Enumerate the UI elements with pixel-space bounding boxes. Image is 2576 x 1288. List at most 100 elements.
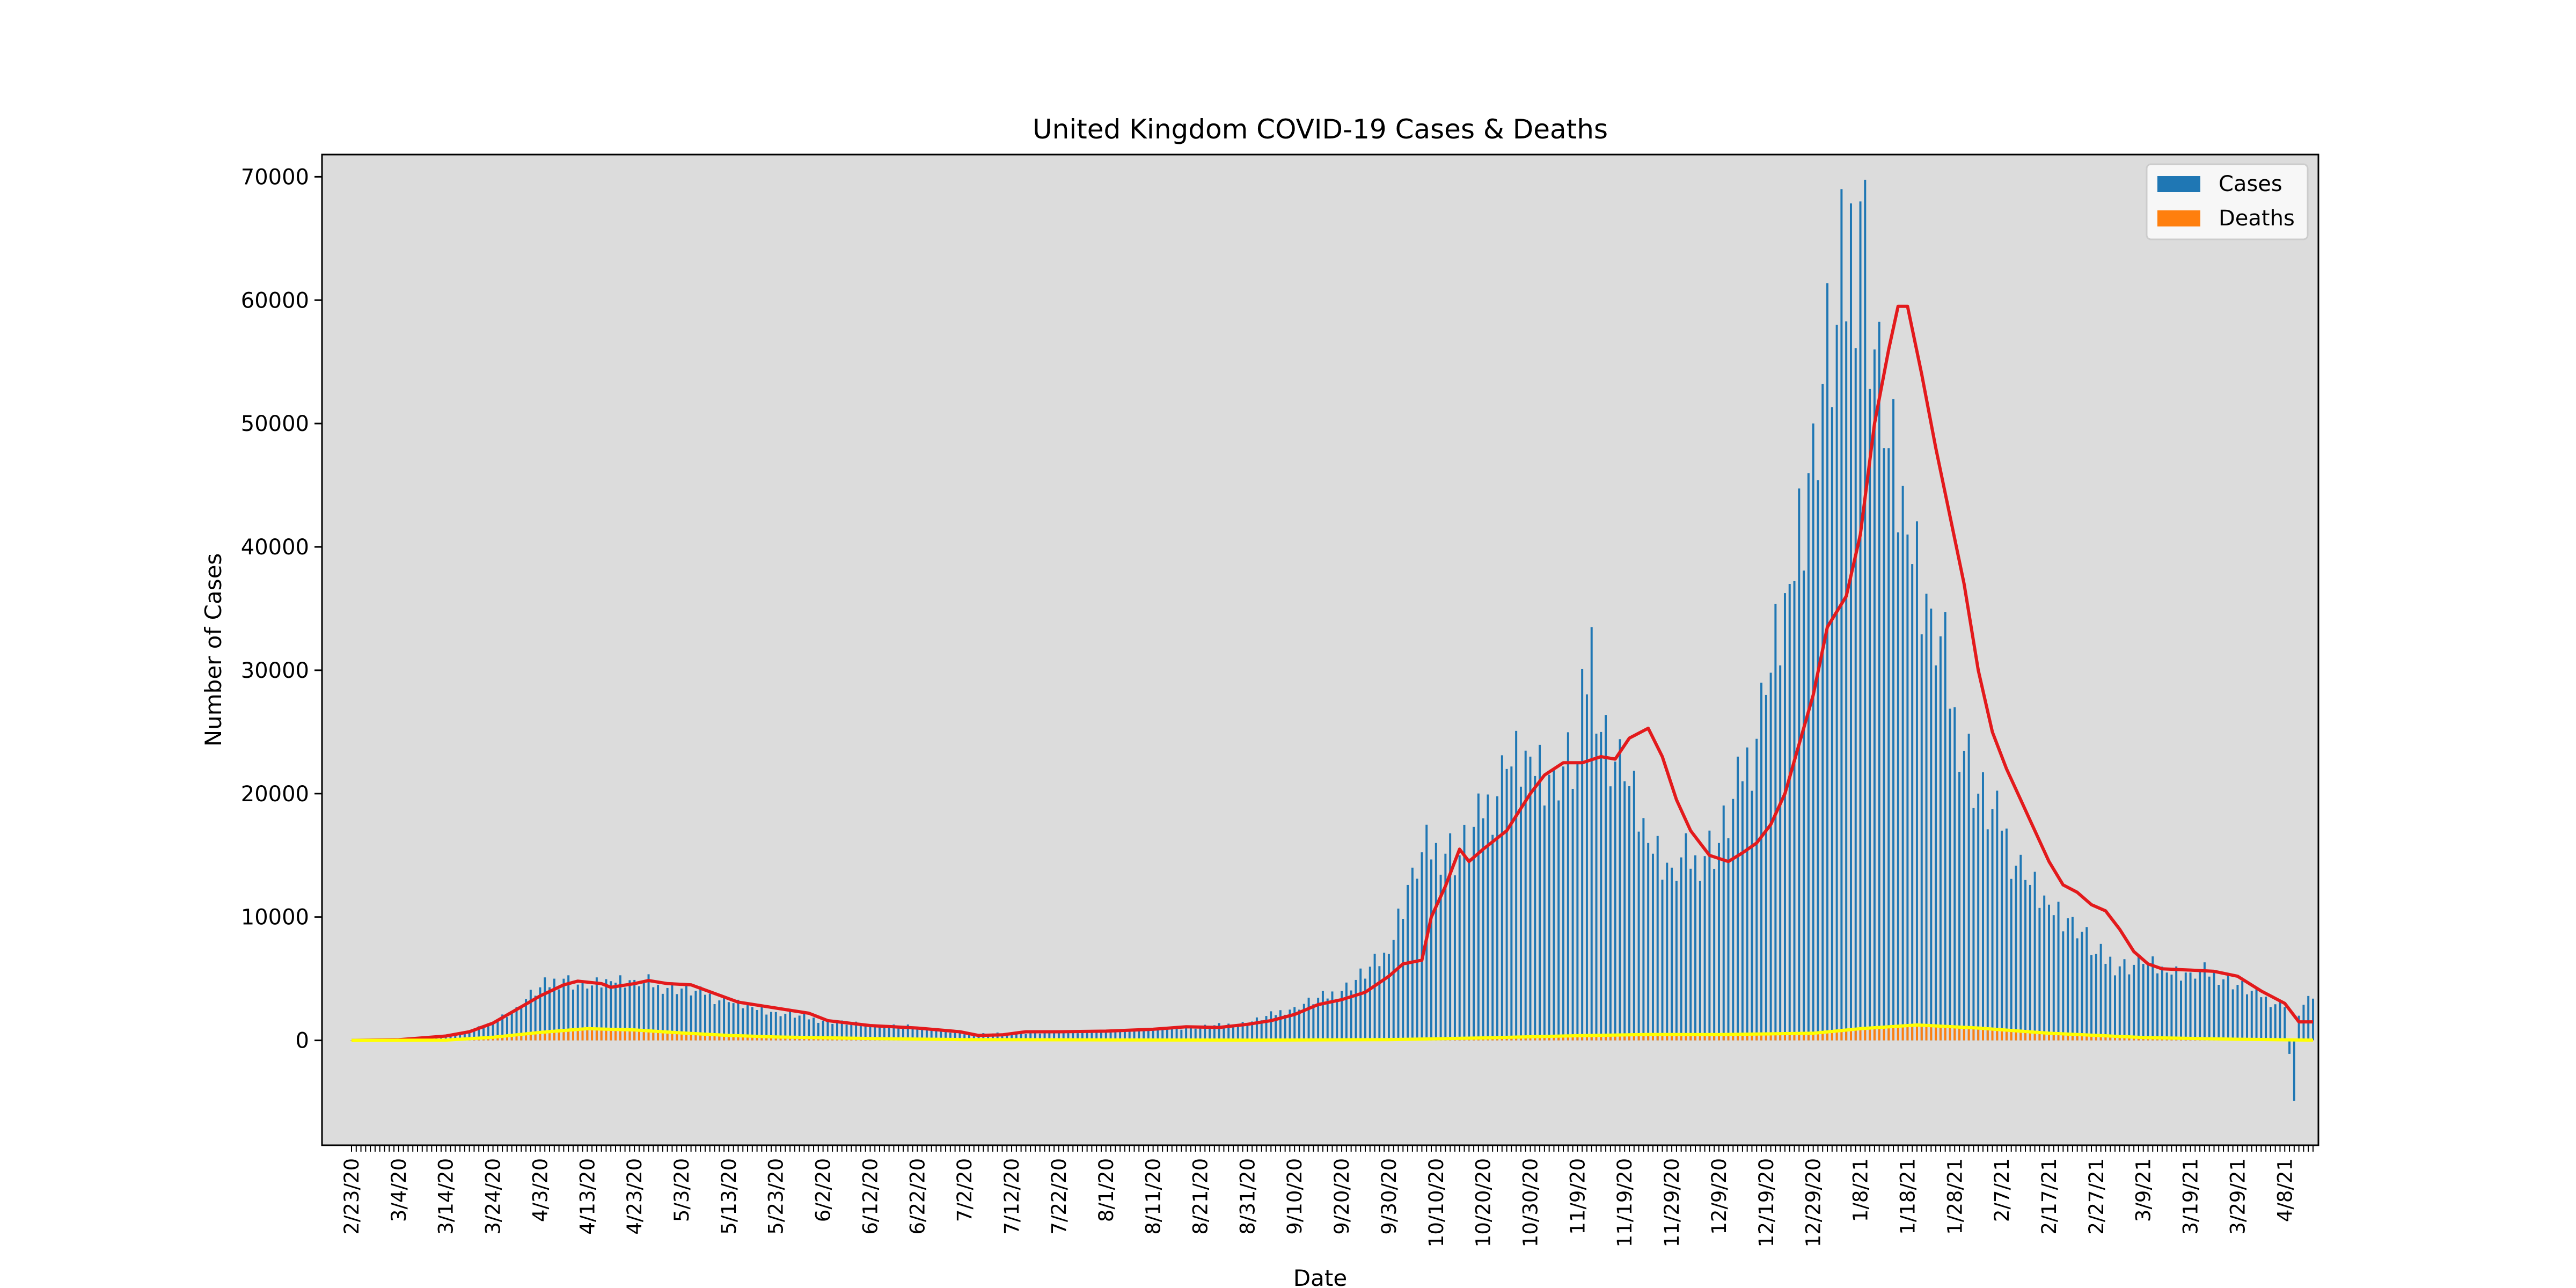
deaths-bar	[567, 1028, 570, 1041]
deaths-bar	[2090, 1035, 2093, 1041]
deaths-bar	[1755, 1034, 1758, 1041]
cases-bar	[1751, 791, 1753, 1041]
deaths-bar	[1864, 1028, 1867, 1041]
x-tick-label: 2/17/21	[2038, 1158, 2061, 1235]
deaths-bar	[1935, 1026, 1937, 1041]
x-tick-label: 6/12/20	[859, 1158, 882, 1235]
cases-bar	[1109, 1030, 1112, 1041]
cases-bar	[1996, 791, 1999, 1041]
cases-bar	[1717, 843, 1720, 1041]
cases-bar	[1803, 570, 1805, 1041]
deaths-bar	[1765, 1034, 1767, 1041]
deaths-bar	[605, 1029, 608, 1041]
cases-bar	[1911, 564, 1914, 1041]
cases-bar	[1053, 1033, 1056, 1041]
cases-bar	[1873, 349, 1876, 1041]
cases-bar	[798, 1015, 801, 1041]
cases-bar	[1326, 998, 1329, 1041]
cases-bar	[468, 1031, 471, 1041]
deaths-bar	[576, 1028, 579, 1041]
x-tick-label: 10/30/20	[1519, 1158, 1542, 1247]
cases-bar	[2010, 879, 2012, 1041]
cases-bar	[642, 980, 645, 1041]
cases-bar	[633, 979, 636, 1041]
x-tick-label: 8/21/20	[1189, 1158, 1212, 1235]
cases-bar	[1081, 1031, 1084, 1041]
cases-rolling-average-line	[351, 304, 2313, 1042]
cases-bar	[1883, 448, 1885, 1041]
cases-bar	[1218, 1023, 1220, 1041]
cases-bar	[1449, 833, 1452, 1041]
cases-bar	[1930, 608, 1933, 1041]
x-tick-label: 11/19/20	[1613, 1158, 1636, 1247]
cases-bar	[553, 978, 555, 1041]
cases-bar	[977, 1034, 980, 1041]
deaths-bar	[1647, 1034, 1650, 1041]
x-tick-label: 1/28/21	[1943, 1158, 1966, 1235]
cases-bar	[2090, 955, 2093, 1041]
cases-bar	[1029, 1033, 1032, 1041]
cases-bar	[1011, 1033, 1013, 1041]
x-axis-label: Date	[1293, 1265, 1347, 1288]
deaths-bar	[1977, 1028, 1980, 1041]
cases-bar	[1213, 1025, 1216, 1041]
cases-bar	[690, 995, 692, 1041]
cases-bar	[1170, 1029, 1173, 1041]
cases-bar	[1279, 1010, 1282, 1041]
cases-bar	[1189, 1026, 1192, 1041]
deaths-bar	[1548, 1036, 1550, 1041]
cases-bar	[1963, 750, 1965, 1041]
cases-bar	[774, 1012, 777, 1041]
deaths-bar	[548, 1030, 551, 1041]
cases-bar	[1038, 1033, 1041, 1041]
cases-bar	[727, 1002, 730, 1041]
cases-bar	[1878, 321, 1880, 1041]
deaths-bar	[1600, 1035, 1602, 1041]
deaths-bar	[1519, 1037, 1522, 1041]
cases-bar	[1647, 843, 1650, 1041]
cases-bar	[2005, 828, 2008, 1041]
deaths-bar	[1788, 1033, 1791, 1041]
deaths-bar	[2001, 1029, 2003, 1041]
cases-bar	[2062, 931, 2065, 1041]
cases-bar	[2156, 973, 2159, 1041]
cases-bar	[883, 1027, 885, 1041]
cases-bar	[1477, 793, 1480, 1041]
cases-bar	[968, 1034, 970, 1041]
deaths-bar	[2128, 1036, 2131, 1041]
cases-bar	[2104, 963, 2107, 1041]
cases-bar	[2123, 959, 2126, 1041]
deaths-bar	[1901, 1026, 1904, 1041]
deaths-bar	[1619, 1035, 1621, 1041]
deaths-bar	[1854, 1028, 1857, 1041]
cases-bar	[1548, 774, 1550, 1041]
cases-bar	[713, 1004, 716, 1041]
cases-bar	[845, 1024, 848, 1041]
cases-bar	[1364, 978, 1366, 1041]
cases-bar	[2218, 985, 2220, 1041]
cases-bar	[1694, 855, 1696, 1041]
cases-bar	[789, 1011, 792, 1041]
deaths-bar	[1567, 1035, 1569, 1041]
cases-bar	[1293, 1007, 1296, 1041]
x-tick-label: 6/2/20	[812, 1158, 835, 1222]
cases-bar	[1209, 1027, 1211, 1041]
cases-bar	[1958, 772, 1961, 1041]
cases-bar	[647, 974, 650, 1041]
cases-bar	[1864, 179, 1867, 1041]
x-tick-label: 3/29/21	[2226, 1158, 2249, 1235]
deaths-bar	[1585, 1035, 1588, 1041]
deaths-bar	[520, 1034, 523, 1041]
cases-bar	[1949, 708, 1951, 1041]
cases-bar	[1562, 766, 1564, 1041]
cases-bar	[2118, 966, 2121, 1041]
chart-title: United Kingdom COVID-19 Cases & Deaths	[1033, 114, 1608, 145]
cases-bar	[1543, 805, 1546, 1041]
cases-bar	[1920, 634, 1923, 1041]
y-tick-label: 30000	[241, 658, 309, 683]
cases-bar	[1840, 189, 1843, 1041]
deaths-bar	[1651, 1034, 1654, 1041]
deaths-bar	[1991, 1029, 1994, 1041]
deaths-bar	[1897, 1026, 1899, 1041]
cases-bar	[1487, 794, 1489, 1041]
